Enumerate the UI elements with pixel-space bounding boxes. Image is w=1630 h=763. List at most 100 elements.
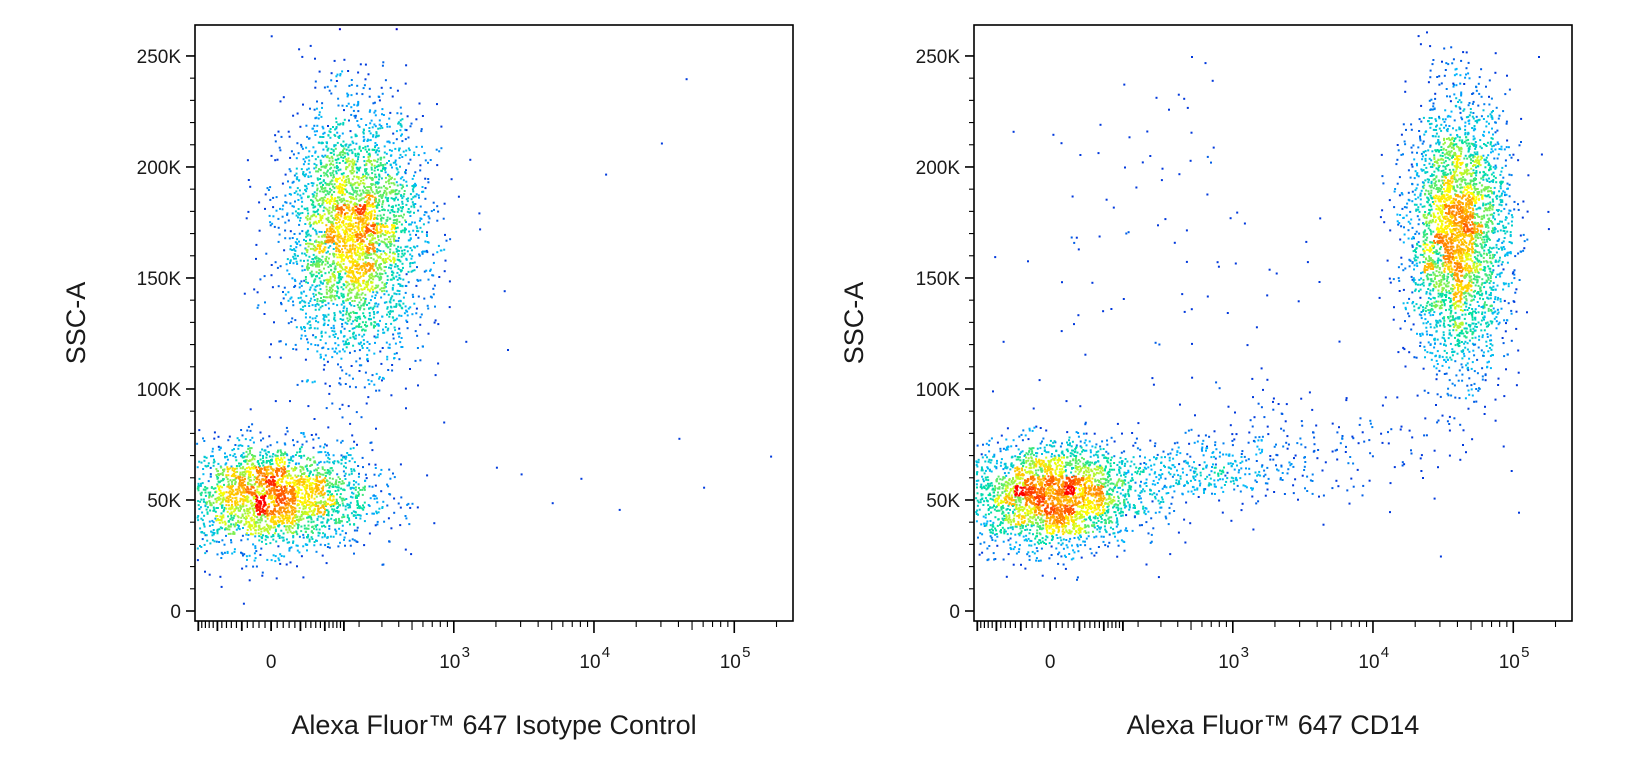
data-point	[251, 533, 254, 536]
data-point	[352, 234, 355, 237]
data-point	[201, 482, 204, 485]
data-point	[414, 171, 417, 174]
data-point	[300, 284, 303, 287]
data-point	[294, 495, 297, 498]
data-point	[349, 316, 352, 319]
data-point	[339, 235, 342, 238]
data-point	[231, 467, 234, 470]
data-point	[344, 383, 347, 385]
data-point	[352, 447, 355, 450]
data-point	[291, 249, 294, 251]
data-point	[299, 515, 302, 518]
data-point	[204, 488, 207, 491]
data-point	[349, 160, 352, 163]
data-point	[325, 479, 328, 482]
data-point	[211, 534, 214, 537]
data-point	[299, 470, 302, 473]
data-point	[310, 260, 313, 263]
data-point	[210, 495, 213, 498]
data-point	[319, 445, 322, 448]
data-point	[369, 155, 371, 158]
data-point	[203, 523, 206, 526]
data-point	[355, 494, 358, 497]
data-point	[299, 296, 302, 299]
data-point	[286, 213, 289, 216]
data-point	[304, 511, 307, 513]
data-point	[258, 481, 261, 484]
data-point	[304, 247, 307, 250]
data-point	[284, 229, 287, 232]
data-point	[306, 348, 309, 351]
data-point	[322, 201, 325, 204]
data-point	[317, 508, 320, 510]
data-point	[240, 482, 243, 484]
data-point	[364, 207, 367, 210]
data-point	[437, 244, 440, 247]
data-point	[326, 142, 328, 145]
data-point	[281, 515, 284, 518]
data-point	[352, 193, 354, 196]
data-point	[355, 319, 358, 322]
data-point	[366, 249, 369, 252]
data-point	[364, 473, 367, 476]
data-point	[229, 496, 232, 499]
data-point	[286, 497, 289, 500]
data-point	[366, 262, 369, 265]
data-point	[302, 467, 305, 470]
data-point	[316, 471, 319, 474]
data-point	[359, 258, 362, 261]
data-point	[400, 214, 403, 217]
data-point	[389, 248, 392, 251]
data-point	[406, 250, 409, 253]
data-point	[297, 152, 300, 155]
data-point	[317, 117, 320, 120]
data-point	[322, 489, 324, 492]
data-point	[235, 459, 238, 462]
data-point	[479, 228, 482, 231]
data-point	[265, 456, 268, 459]
data-point	[401, 140, 404, 143]
data-point	[339, 493, 342, 496]
data-point	[418, 196, 420, 199]
data-point	[330, 327, 333, 329]
data-point	[284, 515, 287, 518]
data-point	[368, 463, 371, 466]
data-point	[368, 110, 371, 113]
data-point	[310, 521, 313, 524]
data-point	[292, 455, 295, 458]
data-point	[277, 502, 280, 505]
data-point	[417, 384, 419, 387]
data-point	[228, 435, 231, 438]
data-point	[231, 483, 234, 486]
data-point	[258, 539, 261, 542]
data-point	[399, 277, 402, 280]
data-point	[307, 266, 310, 269]
data-point	[307, 527, 310, 530]
data-point	[379, 231, 382, 234]
data-point	[311, 502, 314, 505]
data-point	[320, 515, 323, 518]
data-point	[273, 526, 276, 529]
data-point	[343, 193, 346, 196]
data-point	[332, 254, 335, 257]
data-point	[353, 327, 356, 330]
data-point	[272, 484, 275, 487]
data-point	[385, 245, 388, 248]
data-point	[249, 475, 252, 477]
data-point	[243, 516, 246, 519]
data-point	[318, 308, 321, 311]
data-point	[272, 534, 275, 536]
data-point	[329, 280, 332, 283]
data-point	[213, 458, 215, 461]
data-point	[245, 520, 248, 523]
data-point	[349, 506, 352, 509]
data-point	[427, 178, 430, 180]
data-point	[253, 518, 256, 521]
data-point	[290, 509, 293, 512]
data-point	[262, 493, 264, 496]
data-point	[330, 517, 333, 520]
data-point	[315, 247, 318, 250]
data-point	[421, 190, 424, 193]
data-point	[376, 232, 379, 235]
data-point	[228, 512, 231, 515]
